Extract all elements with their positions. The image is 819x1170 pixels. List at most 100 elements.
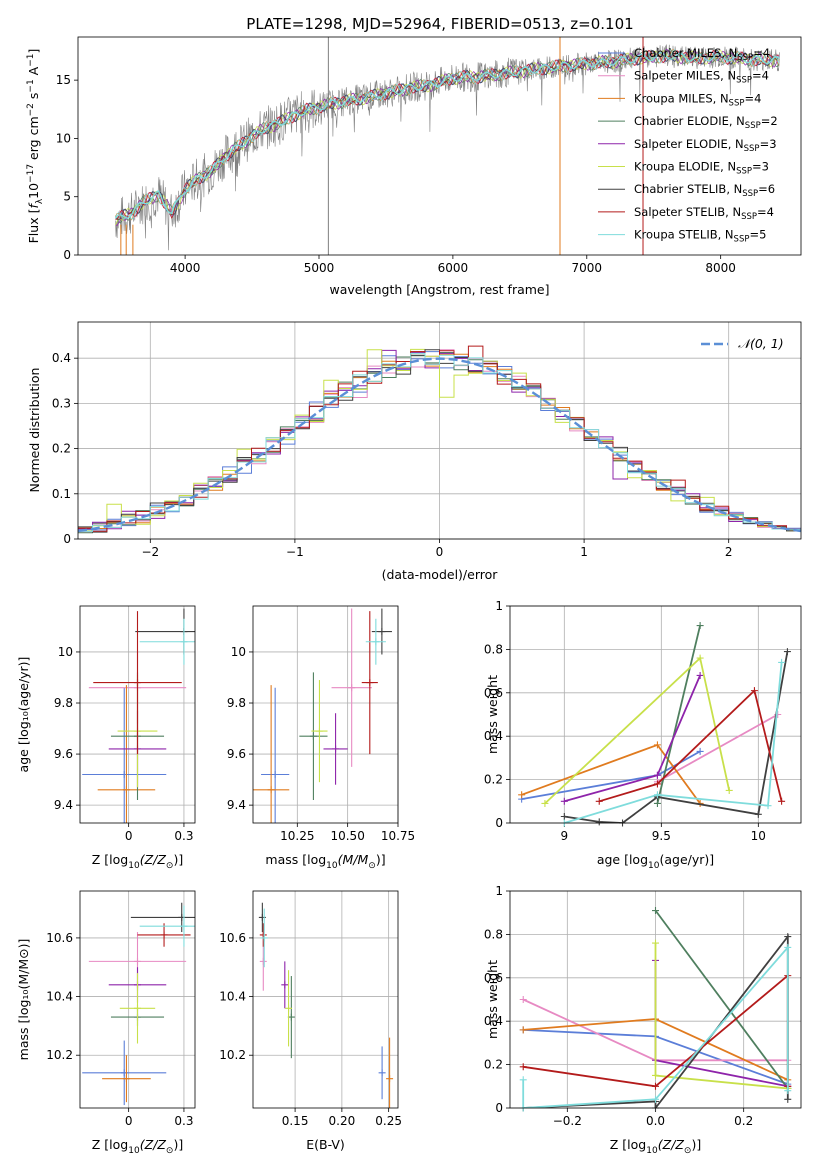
legend-entry-count: =3 [760, 137, 777, 151]
y-tick-label: 0.8 [484, 927, 503, 941]
weight-marker [652, 907, 659, 915]
x-tick-label: 4000 [170, 261, 201, 275]
y-axis-label-part: −1 [26, 79, 36, 92]
y-axis-label: Normed distribution [27, 368, 42, 493]
weight-marker [595, 818, 603, 826]
weight-marker [519, 996, 527, 1003]
weight-marker [518, 791, 526, 799]
y-tick-label: 5 [63, 190, 71, 204]
legend-entry-count: =6 [758, 182, 775, 196]
y-tick-label: 0.4 [52, 351, 71, 365]
weight-marker [778, 797, 786, 805]
x-axis-label: mass [log10(M/M⊙)] [265, 852, 385, 871]
y-tick-label: 15 [56, 73, 71, 87]
y-tick-label: 9.6 [54, 747, 73, 761]
data-point [259, 931, 267, 939]
y-tick-label: 10 [56, 131, 71, 145]
y-tick-label: 0.2 [484, 1058, 503, 1072]
label-subscript: 10 [646, 1146, 658, 1156]
x-tick-label: 9 [560, 829, 568, 843]
weight-marker [560, 797, 568, 805]
legend-entry-subscript: SSP [742, 189, 758, 199]
weight-marker [519, 1063, 527, 1071]
data-point [366, 679, 374, 687]
x-tick-label: 0 [436, 545, 444, 559]
y-axis-label-part: Flux [ [26, 209, 41, 244]
y-axis-label: Flux [fλ10−17 erg cm−2 s−1 A−1] [26, 49, 45, 244]
x-tick-label: 8000 [705, 261, 736, 275]
weight-marker [595, 797, 603, 805]
weight-marker [653, 799, 661, 807]
label-part: Z [log [92, 1137, 128, 1152]
legend-entry-name: Chabrier STELIB, N [634, 182, 742, 196]
legend-entry-subscript: SSP [729, 98, 745, 108]
x-axis-label: Z [log10(Z/Z⊙)] [610, 1137, 701, 1156]
weight-marker [696, 747, 704, 755]
x-tick-label: 2 [725, 545, 733, 559]
x-tick-label: 0.3 [174, 1114, 193, 1128]
data-point [260, 934, 268, 942]
data-point [134, 679, 141, 687]
x-tick-label: 1 [580, 545, 588, 559]
y-tick-label: 10 [231, 645, 246, 659]
y-tick-label: 10.4 [46, 990, 73, 1004]
weight-line [564, 662, 783, 823]
label-part: (age/yr)] [659, 852, 714, 867]
x-tick-label: −2 [141, 545, 159, 559]
legend-entry-count: =4 [752, 69, 769, 83]
figure-title: PLATE=1298, MJD=52964, FIBERID=0513, z=0… [246, 15, 633, 33]
x-axis-label: Z [log10(Z/Z⊙)] [92, 852, 183, 871]
x-tick-label: 6000 [438, 261, 469, 275]
weight-line [564, 675, 701, 803]
y-tick-label: 1 [495, 599, 503, 613]
data-point [378, 1069, 386, 1077]
data-point [378, 628, 386, 636]
x-axis-label: Z [log10(Z/Z⊙)] [92, 1137, 183, 1156]
weight-marker [696, 671, 704, 679]
legend-entry-count: =5 [749, 228, 766, 242]
legend-entry-count: =4 [744, 91, 761, 105]
legend-entry-name: Salpeter STELIB, N [634, 205, 741, 219]
data-point [134, 957, 141, 965]
weight-marker [725, 786, 733, 794]
legend-entry-subscript: SSP [736, 76, 752, 86]
plot-frame [77, 36, 802, 256]
data-point [348, 684, 356, 692]
data-point [180, 922, 188, 930]
legend-entry-count: =4 [757, 205, 774, 219]
legend-entry-name: Chabrier MILES, N [634, 46, 737, 60]
y-axis-label-part: −1 [26, 53, 36, 66]
y-axis-label-part: A [26, 66, 41, 79]
legend-entry-subscript: SSP [741, 212, 757, 222]
weight-line [656, 713, 779, 783]
plot-frame [79, 605, 196, 824]
legend-entry: Chabrier ELODIE, NSSP=2 [634, 114, 778, 131]
model-spectrum-line [115, 49, 780, 220]
weight-marker [784, 1095, 792, 1103]
spectrum-panel: 4000 5000 6000 7000 8000 0 5 10 15 Chabrier MILES… [26, 36, 802, 297]
legend-entry-count: =4 [753, 46, 770, 60]
weight-marker [652, 1095, 659, 1103]
label-subscript: 10 [326, 861, 338, 871]
y-axis-label-part: s [26, 93, 41, 104]
weight-marker [652, 1082, 659, 1090]
y-axis-label-part: −17 [26, 164, 36, 183]
label-subscript: 10 [128, 861, 140, 871]
weight-marker [653, 771, 661, 779]
legend-entry: Kroupa STELIB, NSSP=5 [634, 228, 766, 245]
legend-entry: Salpeter ELODIE, NSSP=3 [634, 137, 777, 154]
plot-frame [252, 605, 399, 824]
x-tick-label: 0.2 [734, 1114, 753, 1128]
weight-marker [653, 791, 661, 799]
y-axis-label-part: ] [26, 49, 41, 54]
x-tick-label: 5000 [304, 261, 335, 275]
label-part: Z [log [92, 852, 128, 867]
data-point [122, 786, 130, 794]
y-tick-label: 10.2 [46, 1048, 73, 1062]
y-axis-label-part: λ [35, 198, 45, 204]
y-tick-label: 0.2 [52, 442, 71, 456]
x-tick-label: −1 [286, 545, 304, 559]
y-axis-label-part: −2 [26, 103, 36, 116]
